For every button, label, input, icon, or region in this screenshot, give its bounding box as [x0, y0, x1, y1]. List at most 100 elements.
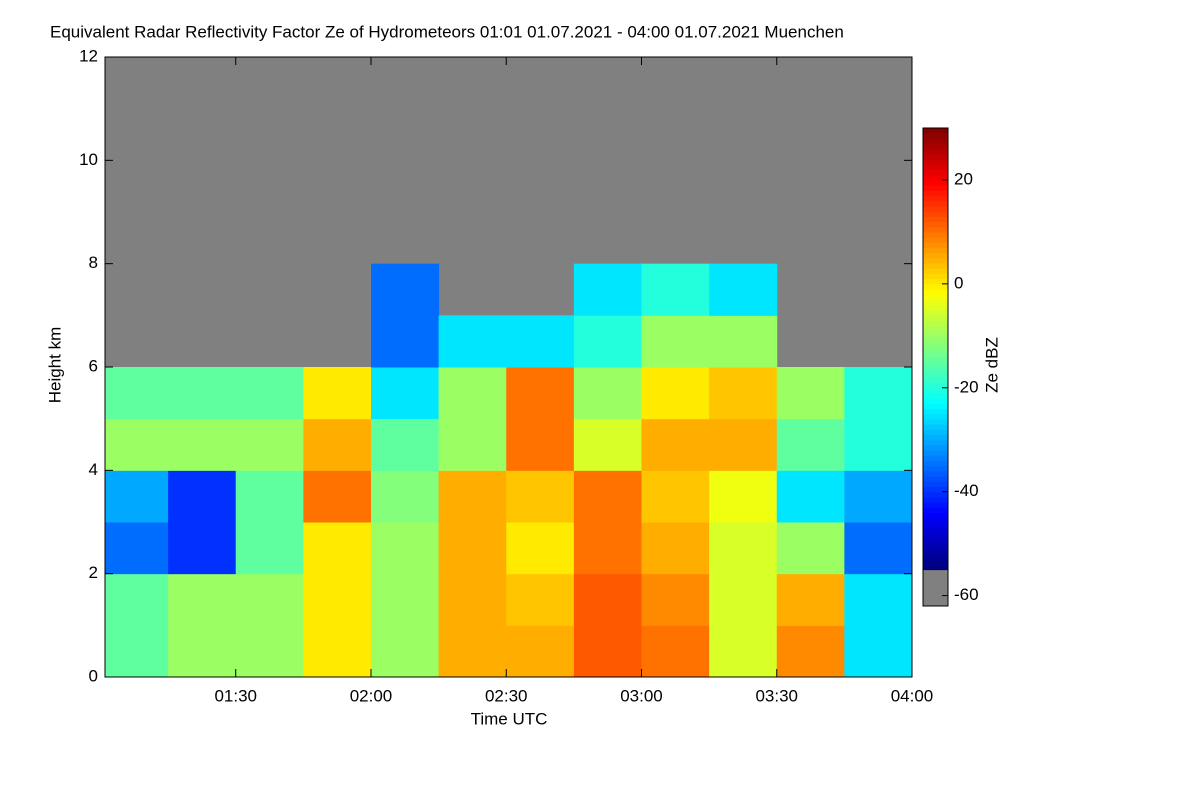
colorbar-segment [923, 164, 948, 171]
colorbar-segment [923, 595, 948, 602]
heatmap-cell [168, 522, 237, 575]
y-tick-label: 12 [79, 46, 98, 65]
colorbar-segment [923, 559, 948, 565]
colorbar-segment [923, 444, 948, 451]
colorbar-segment [923, 408, 948, 415]
colorbar-segment [923, 153, 948, 160]
heatmap-cell [105, 367, 169, 420]
heatmap-cell [776, 522, 845, 575]
heatmap-cell [105, 418, 169, 471]
heatmap-cell [641, 367, 710, 420]
colorbar-segment [923, 278, 948, 285]
colorbar-segment [923, 273, 948, 280]
colorbar-segment [923, 325, 948, 332]
x-tick-label: 02:30 [485, 686, 528, 705]
colorbar-segment [923, 533, 948, 539]
heatmap-cell [709, 573, 778, 626]
heatmap-cell [506, 315, 575, 368]
heatmap-cell [573, 418, 642, 471]
heatmap-cell [303, 418, 372, 471]
heatmap-cell [573, 625, 642, 678]
colorbar-segment [923, 418, 948, 425]
colorbar-segment [923, 304, 948, 311]
colorbar-segment [923, 200, 948, 207]
x-tick-label: 03:30 [755, 686, 798, 705]
heatmap-cell [709, 263, 778, 316]
heatmap-cell [235, 625, 304, 678]
colorbar-segment [923, 372, 948, 378]
colorbar-tick-label: -40 [954, 481, 979, 500]
heatmap-cell [641, 625, 710, 678]
colorbar-frame [922, 127, 949, 607]
heatmap-cell [105, 522, 169, 575]
colorbar-segment [923, 429, 948, 436]
x-tick-label: 02:00 [350, 686, 393, 705]
colorbar-segment [923, 346, 948, 352]
heatmap-cell [506, 625, 575, 678]
heatmap-cell [168, 418, 237, 471]
colorbar-segment [923, 268, 948, 274]
heatmap-cell [105, 573, 169, 626]
heatmap-cell [844, 418, 913, 471]
colorbar-segment [923, 507, 948, 513]
heatmap-cell [235, 470, 304, 523]
heatmap-cell [438, 625, 507, 678]
colorbar-segment [923, 465, 948, 472]
colorbar-segment [923, 361, 948, 368]
colorbar-segment [923, 476, 948, 482]
colorbar-segment [923, 548, 948, 555]
colorbar-segment [923, 211, 948, 217]
heatmap-cell [235, 573, 304, 626]
heatmap-cell [709, 522, 778, 575]
chart-title: Equivalent Radar Reflectivity Factor Ze … [50, 22, 844, 41]
heatmap-cell [370, 263, 440, 316]
colorbar-segment [923, 351, 948, 358]
heatmap-cell [168, 573, 237, 626]
heatmap-cell [235, 367, 304, 420]
heatmap-cell [168, 625, 237, 678]
colorbar-segment [923, 434, 948, 441]
colorbar-segment [923, 439, 948, 446]
x-axis-label: Time UTC [471, 709, 548, 728]
heatmap-cell [370, 367, 440, 420]
heatmap-cell [709, 625, 778, 678]
heatmap-cell [776, 573, 845, 626]
colorbar-segment [923, 486, 948, 493]
heatmap-cell [370, 573, 440, 626]
colorbar-segment [923, 221, 948, 228]
colorbar-segment [923, 528, 948, 534]
colorbar-segment [923, 600, 948, 607]
colorbar-segment [923, 543, 948, 550]
colorbar-segment [923, 569, 948, 576]
y-tick-label: 4 [89, 460, 98, 479]
colorbar-segment [923, 226, 948, 233]
colorbar-segment [923, 242, 948, 248]
heatmap-cell [303, 522, 372, 575]
heatmap-cell [303, 470, 372, 523]
colorbar-segment [923, 356, 948, 363]
colorbar-segment [923, 257, 948, 264]
heatmap-cell [303, 573, 372, 626]
heatmap-cell [506, 418, 575, 471]
heatmap-cell [370, 625, 440, 678]
colorbar-segment [923, 335, 948, 342]
colorbar-segment [923, 580, 948, 586]
colorbar-segment [923, 413, 948, 420]
colorbar-segment [923, 289, 948, 295]
heatmap-cell [506, 522, 575, 575]
colorbar-tick-label: -60 [954, 585, 979, 604]
heatmap-cell [506, 573, 575, 626]
heatmap-cell [506, 470, 575, 523]
colorbar-segment [923, 294, 948, 300]
heatmap-cell [776, 470, 845, 523]
colorbar-segment [923, 590, 948, 597]
heatmap-cell [168, 367, 237, 420]
x-tick-label: 03:00 [620, 686, 663, 705]
heatmap-cell [370, 418, 440, 471]
heatmap-cell [438, 367, 507, 420]
x-tick-label: 01:30 [214, 686, 257, 705]
colorbar-segment [923, 398, 948, 404]
y-tick-label: 0 [89, 666, 98, 685]
heatmap-cell [438, 573, 507, 626]
